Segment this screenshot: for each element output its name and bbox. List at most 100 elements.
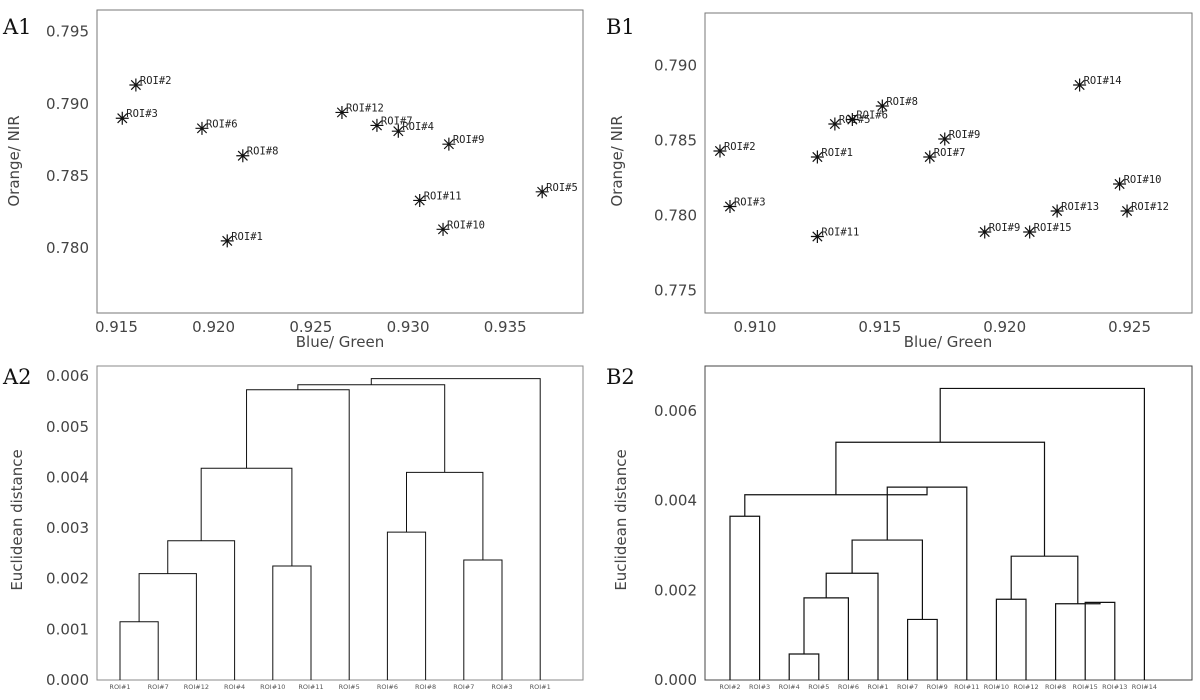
leaf-label: ROI#15	[1073, 683, 1098, 691]
scatter-points-a1: ROI#2ROI#3ROI#6ROI#8ROI#1ROI#12ROI#7ROI#…	[115, 75, 578, 248]
asterisk-marker	[1050, 204, 1064, 218]
dendrogram-link	[246, 389, 350, 680]
data-point: ROI#5	[535, 182, 578, 199]
plot-frame-b2	[704, 365, 1193, 681]
asterisk-marker	[845, 113, 859, 126]
data-point: ROI#14	[1073, 75, 1122, 92]
leaf-label: ROI#10	[260, 683, 285, 691]
asterisk-marker	[335, 105, 349, 119]
asterisk-marker	[195, 121, 209, 135]
y-tick-labels-b1: 0.775 0.780 0.785 0.790	[654, 57, 697, 300]
dendrogram-link	[1084, 601, 1116, 680]
dendrogram-link	[803, 597, 849, 680]
data-point: ROI#8	[875, 96, 918, 113]
y-tick-label: 0.000	[654, 671, 697, 689]
asterisk-marker	[413, 193, 427, 207]
asterisk-marker	[828, 117, 842, 131]
data-point: ROI#12	[335, 102, 384, 119]
dendrogram-link	[1010, 555, 1079, 604]
asterisk-marker	[115, 111, 129, 125]
data-point: ROI#6	[195, 118, 238, 135]
data-point: ROI#1	[220, 231, 263, 248]
x-axis-title-b1: Blue/ Green	[904, 333, 992, 351]
y-tick-label: 0.004	[46, 468, 89, 486]
y-tick-label: 0.775	[654, 282, 697, 300]
leaf-label: ROI#7	[897, 683, 918, 691]
y-axis-title-b2: Euclidean distance	[612, 449, 630, 590]
leaf-label: ROI#5	[339, 683, 360, 691]
data-point: ROI#3	[723, 197, 766, 213]
leaf-label: ROI#11	[954, 683, 979, 691]
point-label: ROI#12	[1131, 201, 1169, 213]
point-label: ROI#9	[453, 134, 485, 146]
data-point: ROI#2	[129, 75, 171, 92]
point-label: ROI#9	[949, 129, 981, 141]
point-label: ROI#10	[1124, 174, 1162, 186]
y-tick-label: 0.790	[46, 95, 89, 113]
y-tick-label: 0.005	[46, 418, 89, 436]
point-label: ROI#3	[734, 197, 766, 209]
panel-label-b2: B2	[606, 365, 635, 389]
leaf-label: ROI#9	[927, 683, 948, 691]
asterisk-marker	[1073, 78, 1087, 92]
leaf-label: ROI#4	[779, 683, 800, 691]
leaf-label: ROI#10	[984, 683, 1009, 691]
asterisk-marker	[442, 137, 456, 151]
leaf-label: ROI#11	[298, 683, 323, 691]
x-tick-label: 0.935	[484, 318, 527, 336]
data-point: ROI#3	[115, 108, 158, 125]
asterisk-marker	[875, 99, 889, 113]
data-point: ROI#1	[810, 147, 853, 164]
point-label: ROI#12	[346, 102, 384, 114]
point-label: ROI#9	[989, 222, 1021, 234]
asterisk-marker	[129, 78, 143, 92]
dendrogram-link	[788, 653, 820, 680]
panel-label-a1: A1	[2, 15, 32, 39]
dendrogram-link	[119, 621, 159, 680]
y-tick-label: 0.006	[46, 367, 89, 385]
leaf-label: ROI#1	[109, 683, 130, 691]
point-label: ROI#10	[447, 219, 485, 231]
leaf-label: ROI#4	[224, 683, 245, 691]
point-label: ROI#6	[206, 118, 238, 130]
data-point: ROI#9	[938, 129, 980, 146]
data-point: ROI#4	[391, 121, 434, 138]
panel-b1: B1 0.910 0.915 0.920 0.925 0.7750.7800.7850…	[606, 12, 1193, 351]
dendrogram-link	[907, 618, 938, 680]
data-point: ROI#12	[1120, 201, 1169, 218]
point-label: ROI#4	[402, 121, 434, 133]
y-tick-labels-a1: 0.780 0.785 0.790 0.795	[46, 23, 89, 257]
x-tick-label: 0.910	[733, 318, 776, 336]
leaf-label: ROI#6	[838, 683, 859, 691]
leaf-label: ROI#8	[415, 683, 436, 691]
dendrogram-link	[370, 378, 541, 680]
point-label: ROI#7	[381, 115, 413, 127]
asterisk-marker	[923, 150, 937, 164]
x-tick-label: 0.920	[192, 318, 235, 336]
asterisk-marker	[938, 132, 952, 146]
y-tick-label: 0.780	[46, 239, 89, 257]
x-tick-label: 0.920	[983, 318, 1026, 336]
dendrogram-a2	[119, 378, 541, 680]
data-point: ROI#9	[442, 134, 484, 151]
x-tick-label: 0.915	[95, 318, 138, 336]
x-tick-label: 0.925	[289, 318, 332, 336]
data-point: ROI#15	[1023, 222, 1072, 239]
leaf-label: ROI#7	[453, 683, 474, 691]
asterisk-marker	[810, 150, 824, 164]
asterisk-marker	[535, 185, 549, 199]
y-tick-label: 0.785	[654, 132, 697, 150]
point-label: ROI#2	[140, 75, 172, 87]
y-tick-label: 0.006	[654, 402, 697, 420]
point-label: ROI#1	[821, 147, 853, 159]
y-axis-title-a2: Euclidean distance	[8, 449, 26, 590]
leaf-label: ROI#12	[184, 683, 209, 691]
leaf-label: ROI#2	[719, 683, 740, 691]
y-tick-label: 0.780	[654, 207, 697, 225]
asterisk-marker	[713, 144, 727, 158]
y-tick-label: 0.785	[46, 167, 89, 185]
panel-a2: A2 0.000 0.001 0.002 0.003 0.004 0.005 0.006 R…	[2, 365, 584, 691]
point-label: ROI#3	[126, 108, 158, 120]
